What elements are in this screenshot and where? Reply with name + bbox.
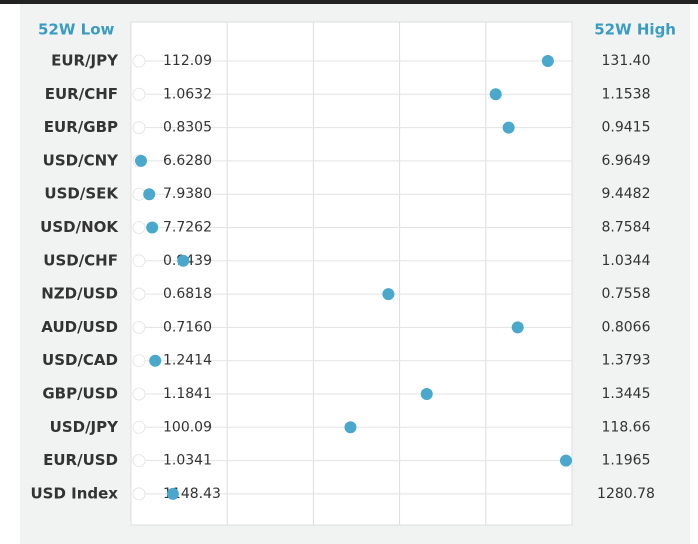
low-value: 0.6818 [163, 286, 212, 302]
pair-label: USD/CAD [42, 351, 118, 369]
pair-label: USD/CHF [43, 251, 118, 269]
pair-label: USD/SEK [44, 185, 119, 203]
low-marker [132, 487, 146, 501]
high-value: 131.40 [602, 53, 651, 69]
low-value: 0.8305 [163, 120, 212, 136]
pair-label: USD Index [30, 484, 118, 502]
low-value: 1.1841 [163, 386, 212, 402]
high-header: 52W High [594, 21, 676, 39]
pair-label: EUR/USD [43, 451, 118, 469]
low-header: 52W Low [38, 21, 115, 39]
high-value: 8.7584 [602, 220, 651, 236]
dot [177, 254, 190, 267]
pair-label: EUR/JPY [51, 52, 119, 70]
low-marker [132, 121, 146, 135]
high-value: 1.1538 [602, 86, 651, 102]
dot [166, 487, 179, 500]
high-value: 1.1965 [602, 453, 651, 469]
plot-area [130, 21, 573, 526]
low-value: 1148.43 [163, 486, 221, 502]
dot [146, 221, 159, 234]
dot [143, 188, 156, 201]
pair-label: USD/NOK [40, 218, 119, 236]
low-marker [132, 87, 146, 101]
low-marker [132, 454, 146, 468]
low-marker [132, 54, 146, 68]
top-bar [0, 0, 698, 4]
pair-label: EUR/CHF [45, 85, 118, 103]
low-value: 1.2414 [163, 353, 212, 369]
low-value: 7.9380 [163, 186, 212, 202]
dot [344, 421, 357, 434]
low-value: 1.0341 [163, 453, 212, 469]
low-value: 6.6280 [163, 153, 212, 169]
high-value: 118.66 [602, 419, 651, 435]
low-value: 7.7262 [163, 220, 212, 236]
pair-label: USD/JPY [50, 418, 119, 436]
pair-label: NZD/USD [41, 285, 118, 303]
dot [489, 88, 502, 101]
high-value: 1.3445 [602, 386, 651, 402]
low-value: 0.7160 [163, 319, 212, 335]
high-value: 6.9649 [602, 153, 651, 169]
dot [420, 388, 433, 400]
low-value: 100.09 [163, 419, 212, 435]
dot [511, 321, 524, 334]
high-value: 1280.78 [597, 486, 655, 502]
pair-label: EUR/GBP [44, 118, 118, 136]
low-value: 112.09 [163, 53, 212, 69]
high-value: 1.0344 [602, 253, 651, 269]
high-value: 9.4482 [602, 186, 651, 202]
low-marker [132, 287, 146, 301]
dot [541, 55, 554, 67]
dot [502, 121, 515, 134]
pair-label: USD/CNY [43, 151, 119, 169]
dot [135, 154, 147, 167]
low-marker [132, 320, 146, 334]
low-marker [132, 387, 146, 401]
high-value: 0.8066 [602, 319, 651, 335]
low-value: 1.0632 [163, 86, 212, 102]
low-marker [132, 221, 146, 234]
dot [149, 354, 162, 367]
dot [382, 288, 395, 301]
low-marker [132, 420, 146, 434]
low-marker [132, 354, 146, 368]
pair-label: GBP/USD [42, 385, 118, 403]
dot [559, 454, 572, 467]
high-value: 0.7558 [602, 286, 651, 302]
pair-label: AUD/USD [41, 318, 118, 336]
low-marker [132, 254, 146, 268]
high-value: 0.9415 [602, 120, 651, 136]
high-value: 1.3793 [602, 353, 651, 369]
